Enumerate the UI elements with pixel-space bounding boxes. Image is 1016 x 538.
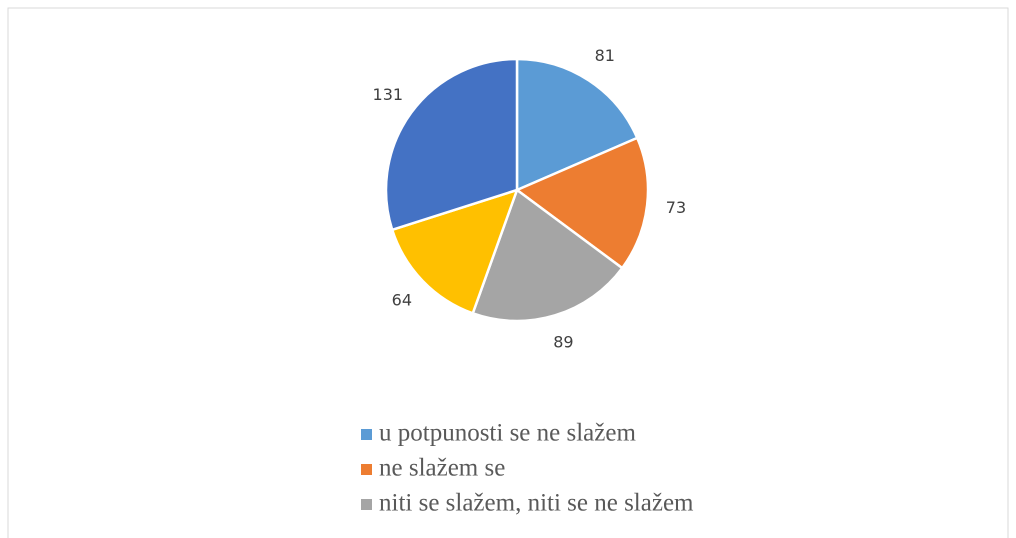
data-label: 81 — [595, 46, 615, 65]
legend-label: niti se slažem, niti se ne slažem — [379, 490, 694, 517]
data-label: 64 — [392, 291, 412, 310]
legend-swatch — [361, 499, 372, 510]
legend-swatch — [361, 429, 372, 440]
legend-label: u potpunosti se ne slažem — [379, 420, 636, 447]
legend-label: ne slažem se — [379, 455, 505, 482]
pie-slice — [514, 136, 650, 270]
data-label: 73 — [666, 198, 686, 217]
data-label: 131 — [373, 85, 404, 104]
data-label: 89 — [553, 333, 573, 352]
legend-swatch — [361, 464, 372, 475]
pie-slice — [471, 187, 624, 323]
chart-frame — [7, 7, 1009, 538]
pie-slice — [515, 57, 639, 192]
pie-slice — [384, 57, 519, 232]
